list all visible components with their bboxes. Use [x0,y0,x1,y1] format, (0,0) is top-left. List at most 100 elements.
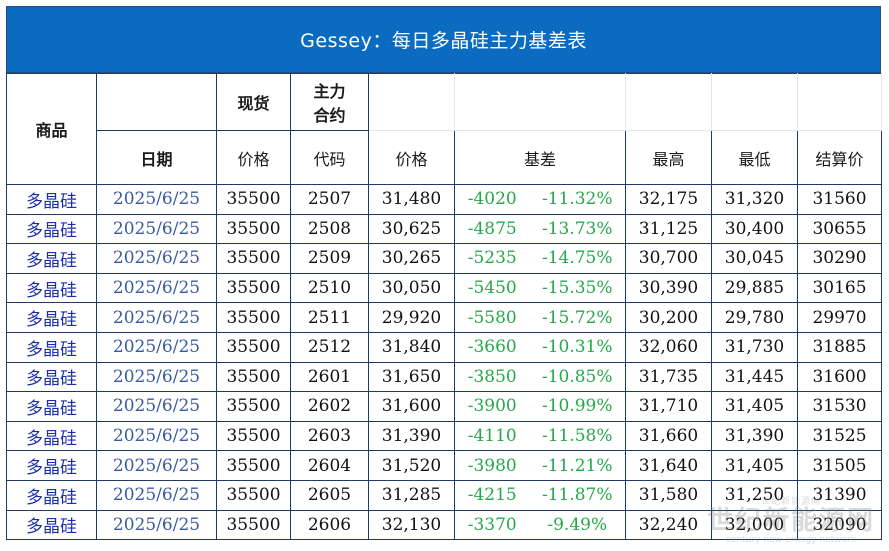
cell-low: 30,045 [711,243,798,274]
cell-price: 31,650 [368,361,455,393]
cell-settle: 31885 [797,331,882,363]
cell-product: 多晶硅 [6,509,97,541]
cell-price: 31,480 [368,184,455,215]
cell-basis: -5450 [454,272,530,304]
cell-settle: 31560 [797,184,882,215]
cell-basis-pct: -14.75% [529,243,626,274]
cell-basis-pct: -13.73% [529,213,626,245]
header-row-2: 日期 价格 代码 价格 基差 最高 最低 结算价 [7,130,882,185]
cell-contract-code: 2509 [290,243,369,274]
basis-table-panel: Gessey：每日多晶硅主力基差表 商品 现货 主力 合约 [6,6,882,544]
table-row: 多晶硅 2025/6/25 35500 2601 31,650 -3850 -10.85% 3… [6,361,882,393]
header-basis: 基差 [454,130,626,185]
cell-high: 30,200 [625,302,712,333]
cell-settle: 31530 [797,391,882,422]
cell-product: 多晶硅 [6,272,97,304]
header-main-contract: 主力 合约 [290,73,369,131]
cell-product: 多晶硅 [6,302,97,333]
header-product: 商品 [6,73,97,185]
cell-price: 31,600 [368,391,455,422]
cell-spot-price: 35500 [216,450,291,481]
cell-low: 31,320 [711,184,798,215]
cell-high: 31,640 [625,450,712,481]
cell-spot-price: 35500 [216,420,291,452]
header-price: 价格 [368,130,455,185]
cell-basis: -3370 [454,509,530,541]
cell-contract-code: 2604 [290,450,369,481]
cell-price: 29,920 [368,302,455,333]
cell-basis-pct: -10.85% [529,361,626,393]
header-date: 日期 [96,130,217,185]
header-spot: 现货 [216,73,291,131]
cell-price: 31,840 [368,331,455,363]
cell-product: 多晶硅 [6,420,97,452]
cell-product: 多晶硅 [6,213,97,245]
header-main-contract-line1: 主力 [313,82,346,101]
cell-basis: -5235 [454,243,530,274]
cell-basis: -3850 [454,361,530,393]
cell-basis-pct: -15.35% [529,272,626,304]
cell-date: 2025/6/25 [96,391,217,422]
cell-contract-code: 2601 [290,361,369,393]
cell-contract-code: 2507 [290,184,369,215]
cell-date: 2025/6/25 [96,302,217,333]
cell-basis-pct: -10.99% [529,391,626,422]
cell-basis: -5580 [454,302,530,333]
header-settle: 结算价 [797,130,882,185]
cell-settle: 29970 [797,302,882,333]
cell-high: 32,175 [625,184,712,215]
cell-low: 32,000 [711,509,798,541]
cell-settle: 31525 [797,420,882,452]
header-empty-settle [797,73,882,131]
cell-high: 31,735 [625,361,712,393]
cell-basis-pct: -10.31% [529,331,626,363]
cell-date: 2025/6/25 [96,272,217,304]
cell-basis-pct: -11.87% [529,479,626,511]
header-empty-date [96,73,217,131]
cell-spot-price: 35500 [216,331,291,363]
cell-spot-price: 35500 [216,391,291,422]
cell-spot-price: 35500 [216,272,291,304]
cell-price: 31,390 [368,420,455,452]
cell-basis: -3900 [454,391,530,422]
cell-low: 29,885 [711,272,798,304]
table-row: 多晶硅 2025/6/25 35500 2510 30,050 -5450 -15.35% 3… [6,272,882,304]
cell-price: 30,625 [368,213,455,245]
cell-basis: -3980 [454,450,530,481]
cell-low: 31,405 [711,391,798,422]
cell-contract-code: 2508 [290,213,369,245]
cell-low: 29,780 [711,302,798,333]
cell-product: 多晶硅 [6,479,97,511]
cell-low: 30,400 [711,213,798,245]
table-row: 多晶硅 2025/6/25 35500 2507 31,480 -4020 -11.32% 3… [6,184,882,215]
cell-high: 30,700 [625,243,712,274]
table-title: Gessey：每日多晶硅主力基差表 [6,6,881,73]
cell-date: 2025/6/25 [96,213,217,245]
cell-date: 2025/6/25 [96,184,217,215]
cell-basis-pct: -11.32% [529,184,626,215]
cell-low: 31,250 [711,479,798,511]
cell-spot-price: 35500 [216,213,291,245]
table-row: 多晶硅 2025/6/25 35500 2604 31,520 -3980 -11.21% 3… [6,450,882,481]
header-low: 最低 [711,130,798,185]
cell-product: 多晶硅 [6,243,97,274]
cell-date: 2025/6/25 [96,450,217,481]
cell-basis: -4215 [454,479,530,511]
header-high: 最高 [625,130,712,185]
cell-settle: 31600 [797,361,882,393]
cell-basis-pct: -11.21% [529,450,626,481]
cell-basis-pct: -11.58% [529,420,626,452]
header-empty-basis [454,73,626,131]
cell-date: 2025/6/25 [96,361,217,393]
cell-spot-price: 35500 [216,302,291,333]
cell-spot-price: 35500 [216,184,291,215]
cell-low: 31,730 [711,331,798,363]
cell-spot-price: 35500 [216,479,291,511]
cell-price: 32,130 [368,509,455,541]
header-spot-price: 价格 [216,130,291,185]
cell-basis-pct: -9.49% [529,509,626,541]
cell-basis: -4020 [454,184,530,215]
cell-settle: 30655 [797,213,882,245]
cell-date: 2025/6/25 [96,243,217,274]
header-empty-price [368,73,455,131]
